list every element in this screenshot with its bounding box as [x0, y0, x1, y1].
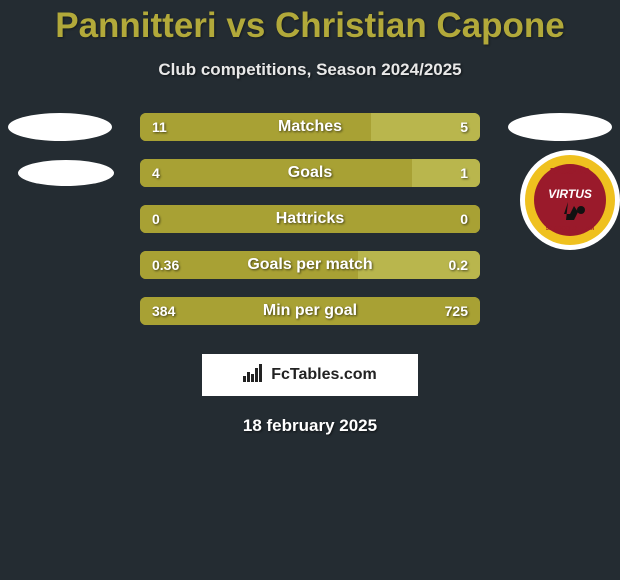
stat-bar: 384725Min per goal [140, 297, 480, 325]
stat-bar: 115Matches [140, 113, 480, 141]
svg-text:55 SOCCER TEAM: 55 SOCCER TEAM [546, 226, 595, 232]
stat-label: Hattricks [140, 205, 480, 233]
player-right-placeholder-icon [508, 113, 612, 141]
stat-label: Goals per match [140, 251, 480, 279]
stat-label: Min per goal [140, 297, 480, 325]
brand-text: FcTables.com [271, 366, 377, 384]
svg-text:VIRTUS: VIRTUS [548, 187, 592, 201]
stat-row: 384725Min per goal [0, 288, 620, 334]
date-text: 18 february 2025 [0, 416, 620, 436]
brand-bars-icon [243, 364, 265, 387]
stat-bar: 0.360.2Goals per match [140, 251, 480, 279]
team-logo-icon: BASSANO VIRTUS 55 SOCCER TEAM [520, 150, 620, 250]
svg-text:BASSANO: BASSANO [550, 167, 590, 176]
page-title: Pannitteri vs Christian Capone [0, 0, 620, 46]
player-left-placeholder-icon [8, 113, 112, 141]
stat-label: Goals [140, 159, 480, 187]
stat-bar: 41Goals [140, 159, 480, 187]
stat-bar: 00Hattricks [140, 205, 480, 233]
stat-label: Matches [140, 113, 480, 141]
stat-row: 0.360.2Goals per match [0, 242, 620, 288]
brand-box: FcTables.com [202, 354, 418, 396]
stat-row: 115Matches [0, 104, 620, 150]
page-subtitle: Club competitions, Season 2024/2025 [0, 60, 620, 80]
player-left-placeholder-icon [18, 160, 114, 186]
comparison-chart: 115Matches 41Goals 00Hattricks 0.360.2Goals… [0, 104, 620, 334]
